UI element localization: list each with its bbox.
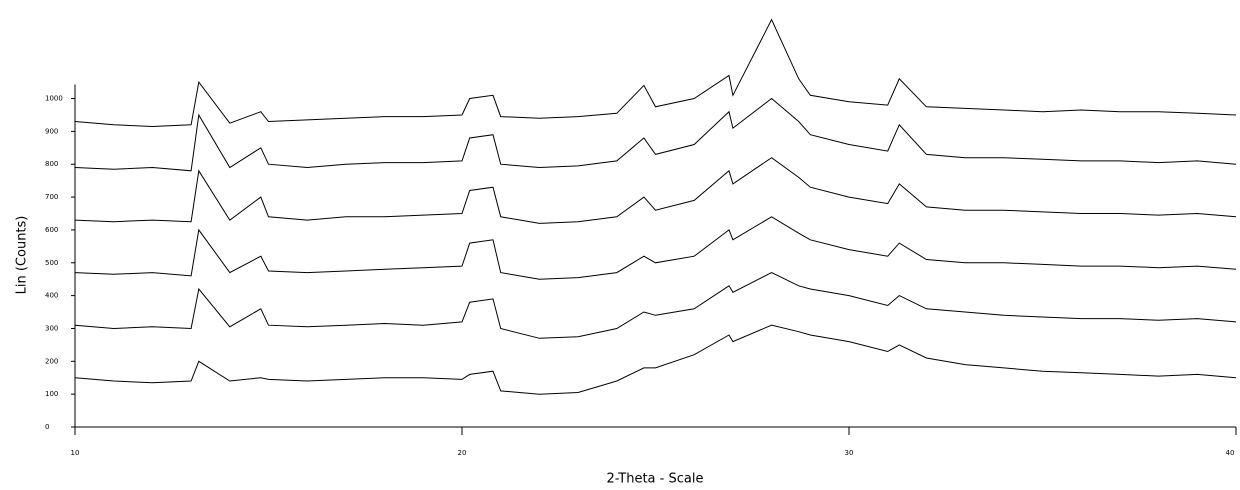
y-tick-label: 100 [45, 390, 58, 398]
y-tick-label: 300 [45, 324, 58, 332]
y-tick-label: 400 [45, 292, 58, 300]
trace [74, 324, 1237, 395]
y-tick-label: 0 [45, 423, 49, 431]
x-tick-label: 20 [458, 449, 467, 457]
y-tick-label: 700 [45, 193, 58, 201]
y-tick-label: 200 [45, 357, 58, 365]
y-tick-label: 800 [45, 160, 58, 168]
y-tick-label: 600 [45, 226, 58, 234]
y-tick-label: 1000 [45, 95, 63, 103]
trace [74, 157, 1237, 224]
y-tick-label: 500 [45, 259, 58, 267]
y-axis-title: Lin (Counts) [15, 216, 30, 295]
x-tick-label: 40 [1226, 449, 1235, 457]
x-tick-label: 10 [71, 449, 80, 457]
x-tick-label: 30 [845, 449, 854, 457]
trace [74, 18, 1237, 128]
trace [74, 216, 1237, 280]
x-axis-title: 2-Theta - Scale [607, 472, 704, 487]
trace-mask [75, 325, 1236, 427]
y-tick-label: 900 [45, 127, 58, 135]
trace [74, 97, 1237, 172]
trace [74, 272, 1237, 339]
